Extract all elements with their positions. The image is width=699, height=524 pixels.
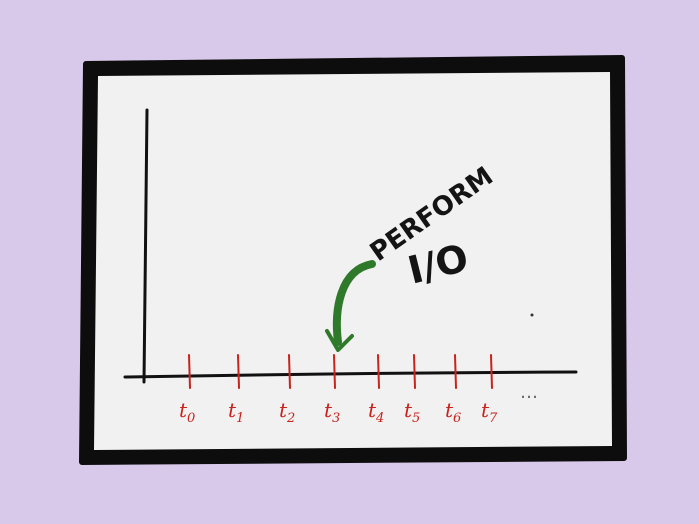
stray-dot xyxy=(530,313,534,317)
tick-label-7: t7 xyxy=(481,398,498,426)
tick-label-3: t3 xyxy=(324,398,340,426)
tick-mark-6 xyxy=(454,354,457,389)
tick-mark-7 xyxy=(490,354,493,389)
tick-mark-3 xyxy=(333,354,336,389)
timeline-ticks: t0 t1 t2 t3 t4 t5 t6 t7 xyxy=(179,354,498,426)
board-surface xyxy=(94,72,612,450)
tick-label-0: t0 xyxy=(179,398,195,426)
time-axis xyxy=(123,370,578,379)
tick-mark-0 xyxy=(188,354,191,389)
timeline-ellipsis: … xyxy=(520,382,538,403)
tick-mark-4 xyxy=(377,354,380,389)
pointer-arrow-icon xyxy=(325,260,376,352)
tick-mark-2 xyxy=(288,354,291,389)
tick-label-6: t6 xyxy=(445,398,461,426)
tick-label-5: t5 xyxy=(404,398,420,426)
tick-mark-1 xyxy=(237,354,240,389)
tick-label-2: t2 xyxy=(279,398,295,426)
tick-mark-5 xyxy=(413,354,416,389)
vertical-axis xyxy=(142,108,149,384)
tick-label-4: t4 xyxy=(368,398,384,426)
tick-label-1: t1 xyxy=(228,398,244,426)
